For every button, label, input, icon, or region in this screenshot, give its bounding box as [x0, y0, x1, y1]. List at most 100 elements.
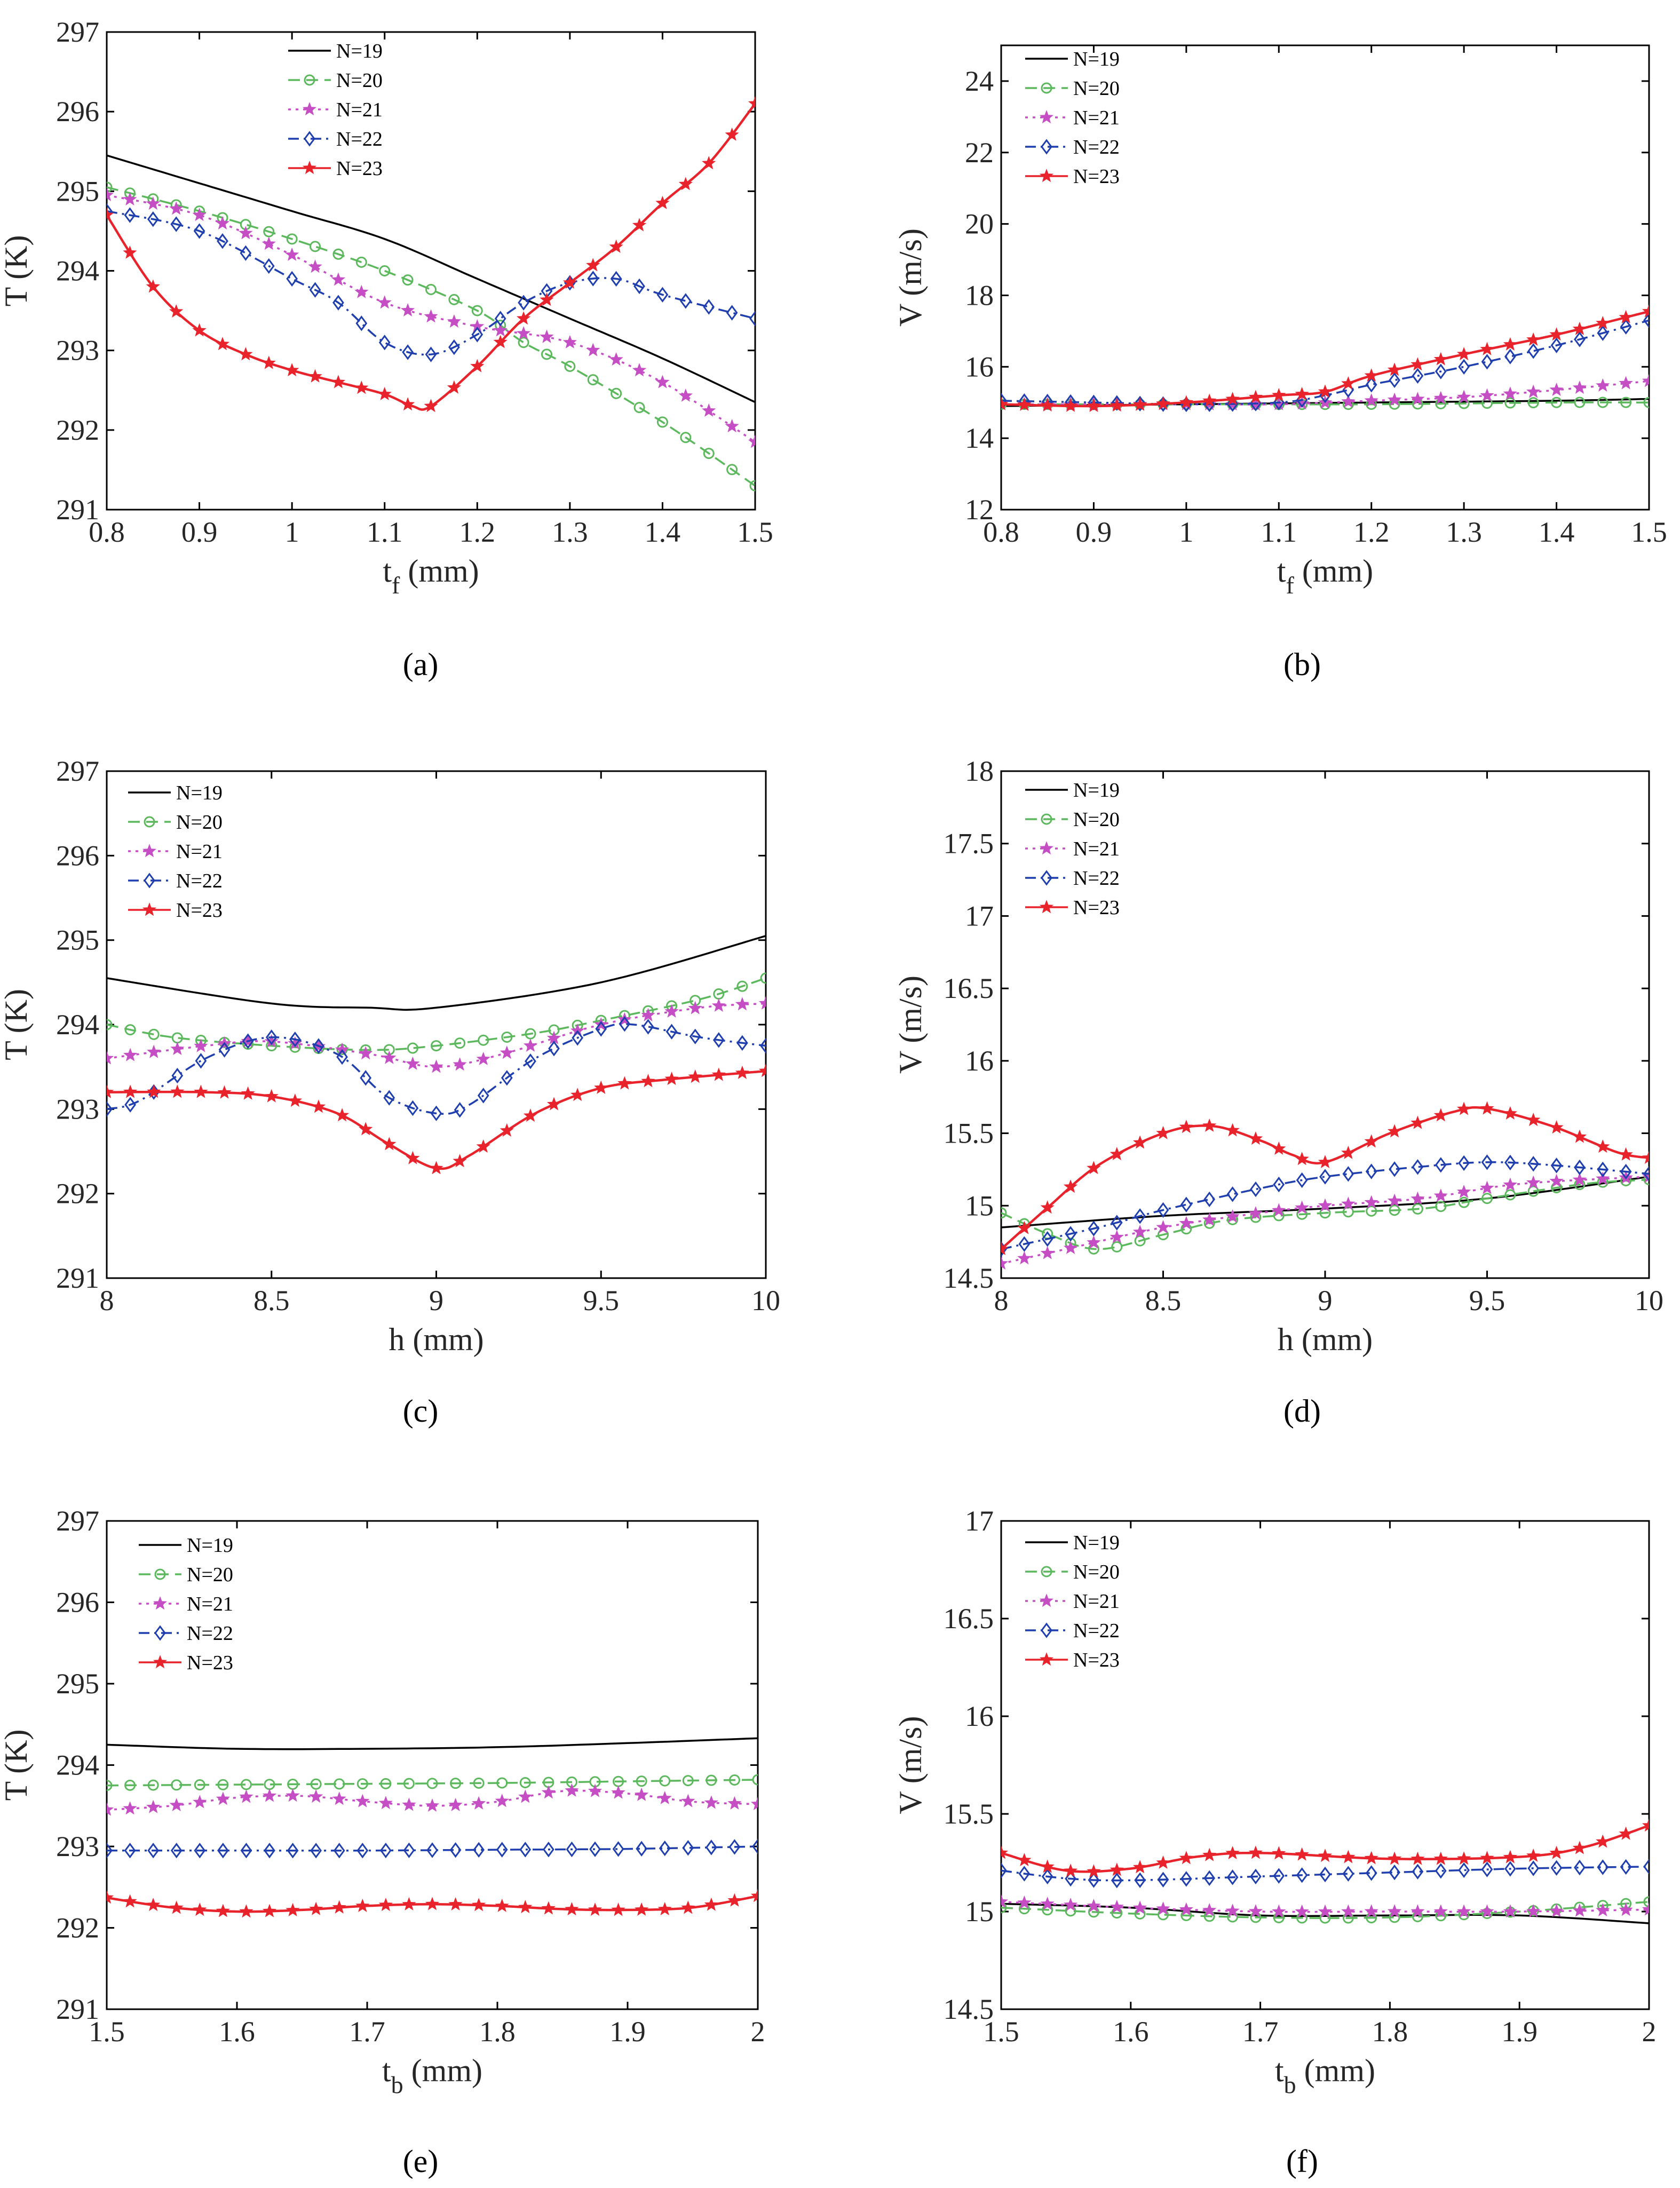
- data-point: [1341, 376, 1356, 390]
- data-point: [1250, 1181, 1262, 1198]
- data-point: [494, 311, 506, 327]
- data-point: [1572, 380, 1587, 394]
- data-point: [617, 1076, 632, 1090]
- y-tick-label: 16: [965, 1045, 994, 1077]
- y-tick-label: 293: [56, 335, 99, 367]
- y-tick-label: 14.5: [944, 1993, 994, 2025]
- y-tick-label: 292: [56, 1912, 99, 1944]
- data-point: [331, 375, 346, 389]
- x-axis-label: tf (mm): [383, 553, 479, 599]
- data-point: [523, 1038, 538, 1052]
- data-point: [496, 1842, 508, 1858]
- data-point: [288, 1093, 303, 1107]
- data-point: [681, 1900, 695, 1914]
- legend-entry: N=20: [1073, 1561, 1120, 1583]
- chart-panel-a: 0.8 0.9 1 1.1 1.2 1.3 1.4 1.5 291 292 293 294 295 296…: [0, 16, 773, 599]
- legend-entry: N=22: [1073, 867, 1120, 890]
- data-point: [169, 201, 184, 215]
- data-point: [217, 233, 228, 249]
- x-tick-label: 1.4: [645, 516, 681, 548]
- data-point: [1087, 1898, 1101, 1913]
- data-point: [107, 1842, 113, 1859]
- data-point: [1642, 374, 1649, 387]
- data-point: [1435, 1157, 1447, 1173]
- y-tick-label: 293: [56, 1093, 99, 1125]
- data-point: [516, 311, 531, 325]
- data-point: [450, 1778, 462, 1789]
- data-point: [194, 1842, 206, 1859]
- data-point: [406, 1056, 420, 1070]
- data-point: [1410, 392, 1425, 406]
- data-point: [611, 387, 622, 399]
- data-point: [758, 996, 766, 1010]
- data-point: [308, 259, 322, 273]
- data-point: [702, 403, 716, 417]
- data-point: [595, 1021, 607, 1037]
- data-point: [284, 363, 299, 377]
- data-point: [147, 1779, 159, 1791]
- data-point: [1341, 1904, 1356, 1918]
- data-point: [1456, 1101, 1471, 1115]
- data-point: [1087, 1161, 1101, 1175]
- data-point: [447, 314, 461, 328]
- data-point: [1503, 337, 1518, 351]
- data-point: [1272, 1904, 1286, 1918]
- data-point: [476, 1051, 490, 1065]
- data-point: [1295, 1200, 1309, 1214]
- data-point: [454, 1102, 466, 1118]
- data-point: [1225, 1123, 1240, 1137]
- data-point: [1134, 395, 1146, 411]
- plot-area-frame: [1000, 44, 1650, 511]
- data-point: [636, 1841, 648, 1857]
- data-point: [107, 187, 114, 202]
- legend-entry: N=23: [1073, 1649, 1120, 1671]
- legend-marker: [1039, 841, 1054, 855]
- x-tick-label: 2: [1642, 2016, 1657, 2048]
- data-point: [1001, 1902, 1007, 1914]
- data-point: [1526, 384, 1541, 398]
- data-point: [402, 1897, 416, 1910]
- data-point: [146, 196, 160, 210]
- legend-entry: N=21: [336, 99, 383, 121]
- data-point: [711, 998, 726, 1012]
- data-point: [1527, 397, 1539, 409]
- data-point: [1063, 398, 1078, 412]
- legend-marker: [1039, 110, 1054, 124]
- data-point: [147, 1842, 160, 1859]
- data-point: [633, 402, 645, 414]
- data-point: [242, 1033, 254, 1049]
- data-point: [1111, 1241, 1123, 1252]
- data-point: [377, 386, 392, 400]
- x-tick-label: 1.5: [983, 2016, 1019, 2048]
- data-point: [655, 375, 670, 389]
- data-point: [1273, 1868, 1285, 1884]
- data-point: [518, 337, 529, 348]
- legend-marker: [153, 1655, 168, 1669]
- data-point: [378, 335, 391, 351]
- y-tick-label: 15.5: [944, 1798, 994, 1830]
- data-point: [594, 1080, 608, 1094]
- data-point: [1503, 1850, 1517, 1864]
- data-point: [1572, 1172, 1587, 1186]
- data-point: [1296, 1867, 1308, 1883]
- data-point: [1481, 1193, 1493, 1204]
- y-tick-label: 18: [965, 279, 994, 311]
- legend-marker: [154, 1625, 166, 1641]
- data-point: [1040, 1200, 1055, 1214]
- legend-marker: [1041, 139, 1052, 155]
- y-tick-label: 295: [56, 924, 99, 956]
- data-point: [1364, 393, 1378, 407]
- data-point: [284, 247, 299, 261]
- x-tick-label: 1.9: [609, 2016, 646, 2048]
- data-point: [1063, 1179, 1078, 1193]
- series-line: [107, 210, 755, 356]
- data-point: [216, 1904, 231, 1917]
- chart-panel-b: 0.8 0.9 1 1.1 1.2 1.3 1.4 1.5 12 14 16 18 20 22 24 tf (…: [893, 44, 1667, 599]
- series-N=21: [107, 1783, 758, 1816]
- data-point: [1133, 397, 1147, 411]
- data-point: [1296, 1172, 1308, 1188]
- data-point: [107, 208, 114, 221]
- data-point: [749, 311, 755, 327]
- data-point: [750, 1889, 758, 1902]
- y-tick-label: 296: [56, 96, 99, 128]
